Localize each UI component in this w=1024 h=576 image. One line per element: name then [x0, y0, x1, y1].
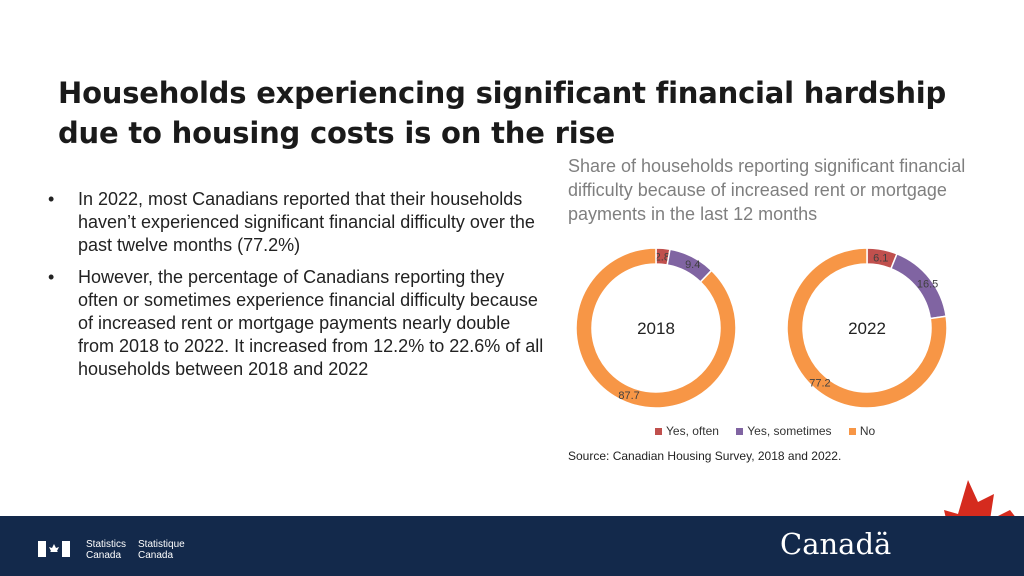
legend-item-often: Yes, often: [655, 424, 719, 438]
donut-charts: 2.8 9.4 87.7 2018 6.1 16.5 77.2 2022: [575, 247, 948, 409]
bullet-text: In 2022, most Canadians reported that th…: [78, 189, 535, 255]
bullet-text: However, the percentage of Canadians rep…: [78, 267, 544, 379]
donut-data-label: 77.2: [809, 378, 830, 390]
donut-data-label: 6.1: [873, 252, 888, 264]
stat-fr-line: Canada: [138, 550, 174, 561]
donut-data-label: 16.5: [917, 278, 938, 290]
bullet-dot: •: [48, 189, 55, 209]
statistique-canada-fr: Statistique Canada: [138, 539, 185, 561]
bullet-list: • In 2022, most Canadians reported that t…: [48, 188, 548, 390]
stat-fr-line: Statistique: [138, 539, 185, 550]
page-title: Households experiencing significant fina…: [58, 76, 947, 150]
donut-data-label: 87.7: [618, 390, 639, 402]
chart-source: Source: Canadian Housing Survey, 2018 an…: [568, 449, 842, 463]
legend-swatch: [736, 428, 744, 436]
donut-data-label: 9.4: [685, 259, 700, 271]
legend-swatch: [655, 428, 662, 436]
bullet-dot: •: [48, 267, 55, 287]
legend-item-sometimes: Yes, sometimes: [736, 424, 832, 438]
bullet-item: • However, the percentage of Canadians re…: [48, 266, 548, 381]
donut-center-label: 2022: [848, 319, 886, 338]
canada-wordmark: Canadä: [780, 527, 892, 561]
legend-label: Yes, sometimes: [747, 424, 832, 438]
donut-center-label: 2018: [637, 319, 675, 338]
legend-swatch: [848, 428, 856, 436]
donut-data-label: 2.8: [655, 251, 670, 263]
chart-legend: Yes, often Yes, sometimes No: [655, 424, 889, 438]
donut-slice-2018-3: [575, 247, 737, 409]
legend-label: No: [859, 424, 876, 438]
footer-bar: Statistics Canada Statistique Canada Can…: [0, 516, 1024, 576]
legend-item-no: No: [848, 424, 876, 438]
legend-label: Yes, often: [666, 424, 719, 438]
chart-title: Share of households reporting significan…: [568, 156, 966, 224]
donut-slice-2022-3: [786, 247, 948, 409]
bullet-item: • In 2022, most Canadians reported that t…: [48, 188, 548, 257]
stat-en-line: Canada: [86, 550, 122, 561]
statistics-canada-en: Statistics Canada: [86, 539, 126, 561]
canada-flag-icon: [38, 541, 70, 557]
stat-en-line: Statistics: [86, 539, 127, 550]
